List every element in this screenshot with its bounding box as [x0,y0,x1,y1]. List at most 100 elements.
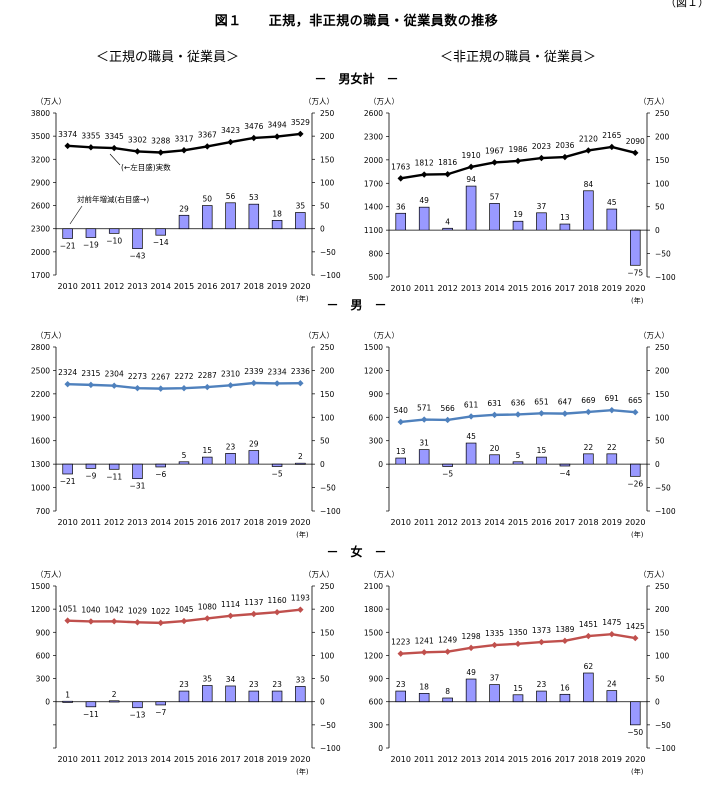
line-point-label: 571 [417,404,432,413]
line-point-marker [250,379,258,387]
x-tick-label: 2018 [244,755,264,764]
change-bar-label: 1 [65,690,70,699]
line-point-marker [467,413,475,420]
line-point-label: 631 [487,399,502,408]
line-point-label: 1241 [415,636,434,645]
line-point-label: 1223 [391,638,410,647]
change-bar [583,190,594,231]
change-bar-label: 4 [445,217,450,226]
change-bar-label: 34 [226,675,236,684]
line-point-marker [397,650,404,657]
change-bar-label: 2 [298,452,303,461]
line-point-label: 1812 [415,159,434,168]
line-point-label: 2272 [174,372,193,381]
change-bar [225,202,236,230]
line-point-label: 2304 [105,370,124,379]
x-tick-label: 2017 [220,282,240,291]
line-point-marker [514,411,522,418]
x-tick-label: 2018 [578,755,598,764]
change-bar [132,701,143,709]
change-bar [271,463,283,467]
line-point-marker [273,133,281,140]
change-bar-label: 23 [537,680,547,689]
x-tick-label: 2015 [508,284,528,293]
line-point-marker [110,144,118,152]
change-bar-label: 53 [249,193,259,202]
left-axis-unit: （万人） [36,97,66,106]
line-point-label: 3529 [291,118,310,127]
change-bar-label: −75 [627,268,643,277]
x-tick-label: 2020 [625,755,645,764]
x-tick-label: 2013 [461,518,481,527]
right-axis-unit: （万人） [639,570,669,579]
change-bar-label: 18 [419,682,429,691]
right-tick-label: 50 [320,437,330,446]
line-point-marker [134,148,141,155]
change-bar-label: −21 [60,241,76,250]
line-point-label: 669 [581,396,596,405]
line-point-label: 1389 [555,625,574,634]
change-bar [225,453,236,465]
change-bar [606,453,618,465]
change-bar-label: 23 [272,680,282,689]
right-tick-label: −50 [320,248,336,257]
left-tick-label: 1400 [364,203,383,212]
x-tick-label: 2013 [461,755,481,764]
left-tick-label: 1500 [364,343,383,352]
left-tick-label: 2300 [364,132,383,141]
change-bar-label: 45 [607,198,617,207]
x-tick-label: 2015 [508,755,528,764]
left-tick-label: 2500 [31,366,50,375]
left-tick-label: 1700 [31,271,50,280]
change-bar-label: −43 [130,252,146,261]
x-tick-label: 2018 [244,518,264,527]
change-bar [465,442,477,465]
left-tick-label: 2000 [31,248,50,257]
line-point-marker [467,163,475,171]
line-point-label: 1040 [81,605,100,614]
change-bar-label: 31 [419,439,429,448]
left-axis-unit: （万人） [369,570,399,579]
right-tick-label: −100 [320,271,341,280]
right-tick-label: 100 [320,651,335,660]
line-point-marker [157,149,164,156]
x-tick-label: 2012 [437,755,457,764]
line-point-marker [180,147,188,154]
x-tick-label: 2016 [197,282,217,291]
line-point-label: 1373 [532,626,551,635]
line-point-marker [227,382,234,389]
left-tick-label: 1900 [31,413,50,422]
line-point-marker [180,385,188,392]
x-tick-label: 2017 [220,755,240,764]
x-tick-label: 2011 [81,282,101,291]
change-bar-label: −5 [442,469,453,478]
change-bar-label: 29 [179,204,189,213]
line-point-marker [444,416,451,424]
line-point-marker [204,615,211,622]
annotation-yoy-change: 対前年増減(右目盛→) [77,194,149,204]
x-tick-label: 2013 [127,755,147,764]
right-tick-label: 150 [320,628,335,637]
regular-column-header: ＜正規の職員・従業員＞ [96,50,240,65]
line-point-label: 636 [511,398,526,407]
x-tick-label: 2019 [602,518,622,527]
change-bar-label: 49 [466,668,476,677]
left-tick-label: 0 [378,744,383,753]
x-tick-label: 2010 [391,284,411,293]
right-tick-label: 50 [655,437,665,446]
x-tick-label: 2014 [484,518,504,527]
change-bar-label: 19 [513,210,523,219]
change-bar-label: 50 [202,195,212,204]
line-point-label: 1080 [198,602,217,611]
change-bar [271,220,283,230]
change-bar [536,212,547,231]
line-point-marker [397,418,404,426]
change-bar-label: 33 [296,675,306,684]
change-bar [85,463,97,469]
change-bar [295,686,306,703]
left-tick-label: 1700 [364,179,383,188]
right-tick-label: 200 [320,605,335,614]
line-point-marker [157,385,164,392]
line-point-marker [64,617,71,624]
change-bar-label: 35 [202,675,212,684]
